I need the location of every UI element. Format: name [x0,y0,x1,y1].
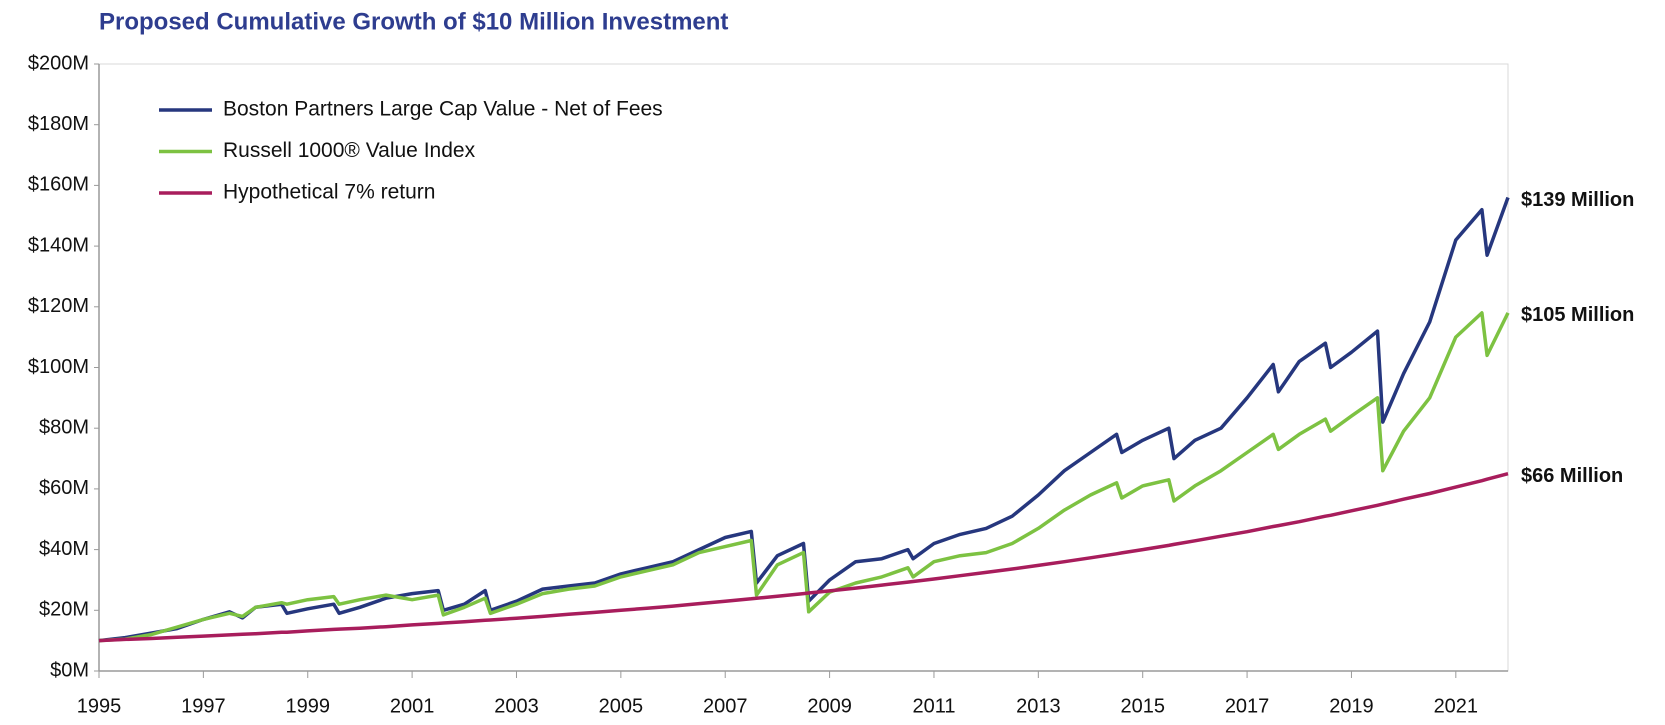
legend-label: Russell 1000® Value Index [223,139,476,162]
x-tick-label: 2017 [1225,695,1270,717]
y-tick-label: $40M [39,538,89,560]
x-tick-label: 2015 [1120,695,1165,717]
x-tick-label: 2021 [1434,695,1479,717]
chart-title: Proposed Cumulative Growth of $10 Millio… [99,8,728,35]
annotation: $105 Million [1521,304,1634,326]
x-tick-label: 2003 [494,695,539,717]
y-tick-label: $0M [50,659,89,681]
y-tick-label: $20M [39,599,89,621]
x-tick-label: 2007 [703,695,748,717]
legend-label: Hypothetical 7% return [223,181,435,204]
y-tick-label: $140M [28,234,89,256]
y-tick-label: $60M [39,477,89,499]
x-tick-label: 1999 [285,695,330,717]
x-tick-label: 2011 [912,695,955,717]
x-tick-label: 1995 [77,695,122,717]
series-line [98,311,1510,643]
annotation: $66 Million [1521,465,1623,487]
x-tick-label: 2005 [599,695,644,717]
series-line [98,196,1510,643]
y-tick-label: $180M [28,113,89,135]
x-tick-label: 2001 [390,695,435,717]
annotation: $139 Million [1521,189,1634,211]
y-tick-label: $100M [28,356,89,378]
y-tick-label: $120M [28,295,89,317]
legend-label: Boston Partners Large Cap Value - Net of… [223,98,663,121]
x-tick-label: 2019 [1329,695,1374,717]
x-tick-label: 2013 [1016,695,1061,717]
x-tick-label: 2009 [807,695,852,717]
y-tick-label: $80M [39,416,89,438]
y-tick-label: $160M [28,174,89,196]
series-line [98,472,1509,643]
x-tick-label: 1997 [181,695,226,717]
y-tick-label: $200M [28,52,89,74]
